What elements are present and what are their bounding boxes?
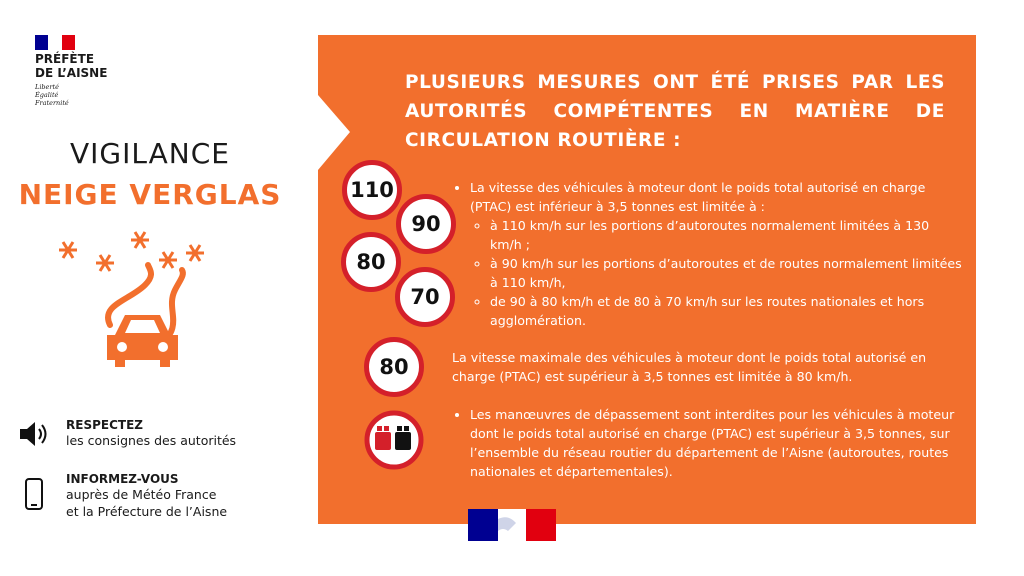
measure: La vitesse des véhicules à moteur dont l… bbox=[452, 178, 962, 330]
sub-item: à 110 km/h sur les portions d’autoroutes… bbox=[490, 216, 962, 254]
speed-sign: 80 bbox=[364, 337, 424, 397]
sub-list: à 110 km/h sur les portions d’autoroutes… bbox=[470, 216, 962, 330]
speed-sign: 70 bbox=[395, 267, 455, 327]
measure-item: La vitesse des véhicules à moteur dont l… bbox=[470, 178, 962, 330]
measure-list: La vitesse des véhicules à moteur dont l… bbox=[452, 178, 962, 330]
speed-sign: 80 bbox=[341, 232, 401, 292]
logo-flag bbox=[35, 35, 75, 50]
phone-icon bbox=[25, 478, 43, 510]
advice: INFORMEZ-VOUS auprès de Météo France et … bbox=[66, 472, 227, 520]
measure: Les manœuvres de dépassement sont interd… bbox=[452, 405, 962, 481]
panel-notch bbox=[318, 95, 350, 170]
sub-item: à 90 km/h sur les portions d’autoroutes … bbox=[490, 254, 962, 292]
motto-line: Égalité bbox=[35, 91, 59, 99]
speed-sign: 110 bbox=[342, 160, 402, 220]
alert-subtitle: NEIGE VERGLAS bbox=[18, 178, 282, 211]
measure-text: La vitesse maximale des véhicules à mote… bbox=[452, 350, 927, 384]
measure-text: La vitesse des véhicules à moteur dont l… bbox=[470, 180, 926, 214]
bottom-flag bbox=[468, 509, 556, 541]
motto-line: Fraternité bbox=[35, 99, 69, 107]
advice-line: auprès de Météo France bbox=[66, 487, 217, 502]
speed-sign: 90 bbox=[396, 194, 456, 254]
weather-icon bbox=[59, 231, 204, 367]
motto-line: Liberté bbox=[35, 83, 59, 91]
logo-line: PRÉFÈTE bbox=[35, 52, 95, 66]
measure-list: Les manœuvres de dépassement sont interd… bbox=[452, 405, 962, 481]
advice: RESPECTEZ les consignes des autorités bbox=[66, 418, 236, 449]
alert-title: VIGILANCE bbox=[70, 137, 230, 170]
speaker-icon bbox=[20, 422, 47, 446]
advice-line: les consignes des autorités bbox=[66, 433, 237, 448]
advice-title: INFORMEZ-VOUS bbox=[66, 472, 179, 486]
advice-title: RESPECTEZ bbox=[66, 418, 143, 432]
panel-heading: PLUSIEURS MESURES ONT ÉTÉ PRISES PAR LES… bbox=[405, 72, 945, 151]
measure-item: Les manœuvres de dépassement sont interd… bbox=[470, 405, 962, 481]
logo-line: DE L’AISNE bbox=[35, 66, 108, 80]
advice-line: et la Préfecture de l’Aisne bbox=[66, 504, 228, 519]
no-overtaking-sign bbox=[364, 410, 424, 470]
motto: Liberté Égalité Fraternité bbox=[35, 83, 69, 107]
sub-item: de 90 à 80 km/h et de 80 à 70 km/h sur l… bbox=[490, 292, 962, 330]
logo-text: PRÉFÈTE DE L’AISNE bbox=[35, 52, 107, 80]
